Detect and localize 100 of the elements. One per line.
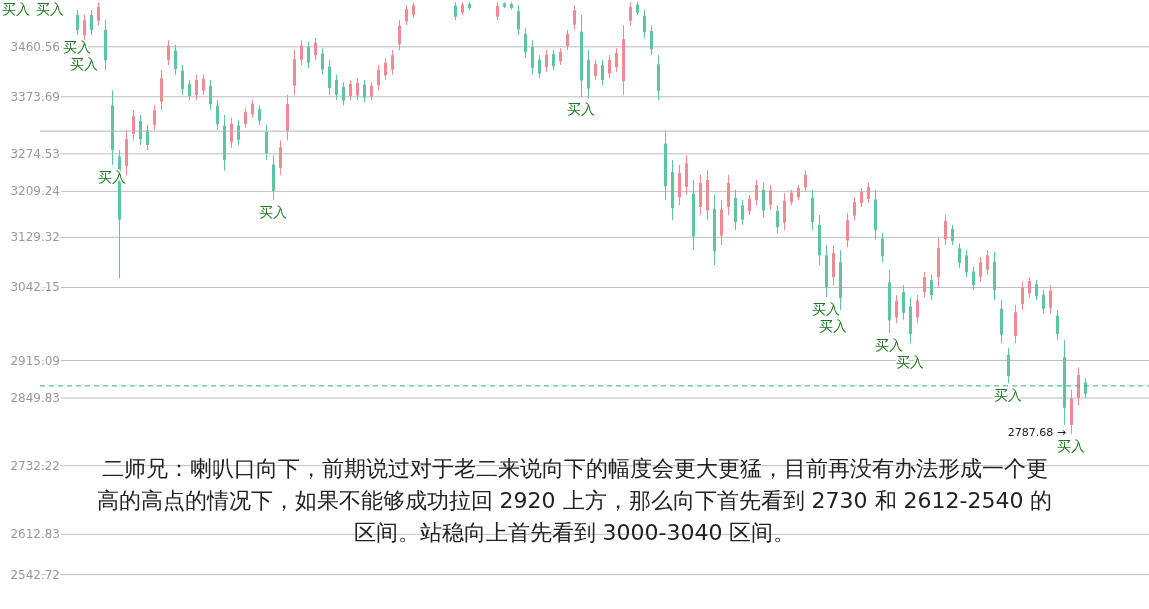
- y-tick-label: 3460.56: [10, 39, 60, 54]
- candlestick: [265, 124, 268, 161]
- y-tick-label: 2732.22: [10, 458, 60, 473]
- candlestick: [524, 27, 527, 59]
- candlestick: [1049, 284, 1052, 314]
- y-tick-label: 2542.72: [10, 567, 60, 582]
- candlestick: [615, 47, 618, 73]
- candlestick: [83, 14, 86, 41]
- annotation: 买入: [994, 387, 1022, 403]
- candlestick: [986, 249, 989, 276]
- candlestick: [1035, 279, 1038, 301]
- candlestick: [377, 64, 380, 91]
- candlestick: [650, 24, 653, 56]
- candlestick: [958, 242, 961, 269]
- candlestick: [755, 179, 758, 206]
- y-tick-label: 3042.15: [10, 280, 60, 295]
- candlestick: [867, 182, 870, 204]
- candlestick: [209, 79, 212, 111]
- candlestick: [538, 54, 541, 79]
- text: 买入: [2, 1, 30, 17]
- candlestick: [335, 74, 338, 101]
- candlestick: [1028, 276, 1031, 298]
- annotation: 买入: [70, 56, 98, 73]
- annotation: 买入: [819, 318, 847, 335]
- candlestick: [769, 184, 772, 211]
- candlestick: [1056, 309, 1059, 341]
- annotation: 买入: [896, 353, 924, 370]
- candlestick: [174, 44, 177, 76]
- candlestick: [356, 77, 359, 101]
- text: 买入: [36, 1, 64, 17]
- y-tick-label: 2612.83: [10, 527, 60, 542]
- candlestick: [153, 104, 156, 131]
- y-tick-label: 2849.83: [10, 391, 60, 406]
- candlestick: [573, 4, 576, 31]
- candlestick: [853, 196, 856, 221]
- annotation: 买入: [1057, 437, 1085, 454]
- candlestick: [517, 4, 520, 36]
- candlestick: [90, 9, 93, 36]
- candlestick: [398, 19, 401, 51]
- candlestick: [363, 79, 366, 103]
- candlestick: [307, 41, 310, 69]
- candlestick: [314, 37, 317, 61]
- candlestick: [762, 182, 765, 218]
- y-tick-label: 3274.53: [10, 146, 60, 161]
- candlestick: [545, 49, 548, 73]
- candlestick: [328, 59, 331, 96]
- candlestick: [391, 49, 394, 76]
- text: 二师兄：喇叭口向下，前期说过对于老二来说向下的幅度会更大更猛，目前再没有办法形成一个更高的高点的情况下，如果不能够成功拉回 2920 上方，那么向下首先看到 2730 和 2612-2540 的区间。站稳向上首先看到 3000-3040 区间。: [95, 455, 1054, 547]
- candlestick: [188, 79, 191, 101]
- candlestick: [972, 266, 975, 291]
- candlestick: [244, 107, 247, 129]
- candlestick: [1021, 281, 1024, 311]
- candlestick: [76, 9, 79, 36]
- candlestick: [405, 4, 408, 26]
- candlestick: [804, 169, 807, 193]
- candlestick: [181, 64, 184, 96]
- candlestick: [321, 47, 324, 76]
- annotation: 买入: [875, 336, 903, 353]
- candlestick: [216, 99, 219, 131]
- annotation: 买入: [259, 204, 287, 221]
- candlestick: [601, 59, 604, 86]
- candlestick: [566, 29, 569, 51]
- candlestick: [923, 271, 926, 298]
- candlestick: [167, 39, 170, 66]
- candlestick: [944, 214, 947, 246]
- candlestick: [1077, 366, 1080, 406]
- candlestick: [951, 224, 954, 246]
- candlestick: [608, 54, 611, 79]
- candlestick: [629, 1, 632, 26]
- candlestick: [384, 57, 387, 81]
- annotation: 买入: [812, 301, 840, 318]
- candlestick: [594, 59, 597, 81]
- y-tick-label: 2915.09: [10, 353, 60, 368]
- text: 2787.68 →: [1007, 425, 1066, 439]
- candlestick: [965, 249, 968, 278]
- candlestick: [930, 274, 933, 301]
- candlestick: [783, 192, 786, 231]
- candlestick: [349, 79, 352, 101]
- candlestick: [258, 104, 261, 126]
- annotation: 买入: [567, 101, 595, 118]
- annotation: 买入: [63, 39, 91, 56]
- candlestick: [881, 232, 884, 263]
- y-tick-label: 3373.69: [10, 89, 60, 104]
- candlestick: [902, 284, 905, 321]
- candlestick: [300, 39, 303, 66]
- candlestick: [132, 109, 135, 141]
- candlestick: [741, 199, 744, 226]
- candlestick: [846, 212, 849, 248]
- y-tick-label: 3129.32: [10, 230, 60, 245]
- y-tick-label: 3209.24: [10, 184, 60, 199]
- candlestick: [202, 74, 205, 96]
- candlestick: [279, 139, 282, 176]
- candlestick: [342, 81, 345, 106]
- candlestick: [97, 1, 100, 26]
- candlestick: [552, 49, 555, 71]
- candlestick: [860, 187, 863, 208]
- candlestick: [916, 294, 919, 324]
- candlestick: [1014, 304, 1017, 344]
- candlestick: [895, 294, 898, 324]
- candlestick: [776, 204, 779, 234]
